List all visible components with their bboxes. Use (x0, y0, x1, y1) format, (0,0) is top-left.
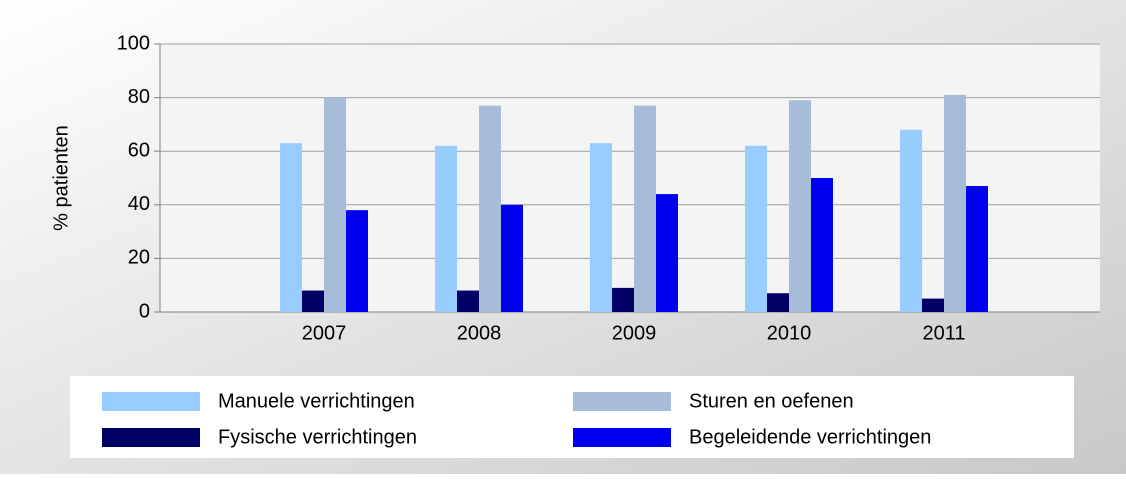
bar (656, 194, 678, 312)
x-tick-label: 2011 (922, 322, 965, 344)
legend-box (70, 376, 1074, 458)
y-tick-label: 40 (128, 193, 150, 215)
legend-swatch (102, 428, 200, 447)
bar (435, 145, 457, 312)
bar (634, 105, 656, 312)
legend-label: Fysische verrichtingen (218, 426, 417, 448)
y-tick-label: 100 (117, 32, 150, 54)
legend-swatch (573, 428, 671, 447)
legend-swatch (102, 392, 200, 411)
y-axis-label: % patienten (50, 125, 72, 231)
plot-area (160, 44, 1100, 312)
bar (900, 129, 922, 312)
x-tick-label: 2007 (302, 322, 347, 344)
bar (590, 143, 612, 312)
bar (789, 100, 811, 312)
bar (457, 290, 479, 312)
legend-swatch (573, 392, 671, 411)
bar (811, 178, 833, 312)
bar (767, 293, 789, 312)
bar (280, 143, 302, 312)
bar (612, 287, 634, 312)
x-tick-label: 2010 (767, 322, 812, 344)
y-tick-label: 20 (128, 247, 150, 269)
y-tick-label: 60 (128, 139, 150, 161)
legend-label: Begeleidende verrichtingen (689, 426, 931, 448)
y-tick-label: 80 (128, 86, 150, 108)
bar (324, 97, 346, 312)
legend-label: Sturen en oefenen (689, 390, 854, 412)
bar (966, 186, 988, 312)
bar (922, 298, 944, 312)
bar (944, 94, 966, 312)
x-tick-label: 2009 (612, 322, 657, 344)
legend-label: Manuele verrichtingen (218, 390, 415, 412)
bar (302, 290, 324, 312)
x-tick-label: 2008 (457, 322, 502, 344)
bar (346, 210, 368, 312)
bar (745, 145, 767, 312)
bar (501, 204, 523, 312)
y-tick-label: 0 (139, 300, 150, 322)
bar (479, 105, 501, 312)
